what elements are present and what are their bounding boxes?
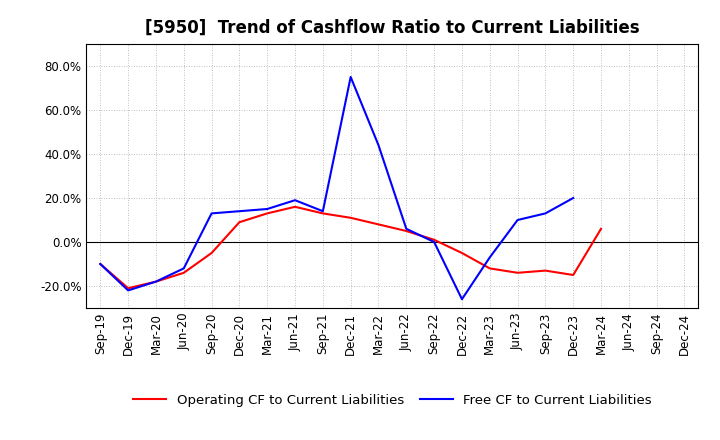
Free CF to Current Liabilities — [374, 143, 383, 148]
Free CF to Current Liabilities — [263, 206, 271, 212]
Operating CF to Current Liabilities — [374, 222, 383, 227]
Free CF to Current Liabilities — [96, 261, 104, 267]
Free CF to Current Liabilities — [291, 198, 300, 203]
Operating CF to Current Liabilities — [318, 211, 327, 216]
Operating CF to Current Liabilities — [291, 204, 300, 209]
Free CF to Current Liabilities — [207, 211, 216, 216]
Operating CF to Current Liabilities — [124, 286, 132, 291]
Operating CF to Current Liabilities — [541, 268, 550, 273]
Free CF to Current Liabilities — [124, 288, 132, 293]
Legend: Operating CF to Current Liabilities, Free CF to Current Liabilities: Operating CF to Current Liabilities, Fre… — [127, 389, 657, 412]
Operating CF to Current Liabilities — [207, 250, 216, 256]
Line: Free CF to Current Liabilities: Free CF to Current Liabilities — [100, 77, 573, 299]
Free CF to Current Liabilities — [346, 74, 355, 80]
Operating CF to Current Liabilities — [569, 272, 577, 278]
Free CF to Current Liabilities — [318, 209, 327, 214]
Operating CF to Current Liabilities — [263, 211, 271, 216]
Operating CF to Current Liabilities — [597, 226, 606, 231]
Free CF to Current Liabilities — [569, 195, 577, 201]
Operating CF to Current Liabilities — [179, 270, 188, 275]
Operating CF to Current Liabilities — [235, 220, 243, 225]
Operating CF to Current Liabilities — [485, 266, 494, 271]
Free CF to Current Liabilities — [513, 217, 522, 223]
Free CF to Current Liabilities — [458, 297, 467, 302]
Free CF to Current Liabilities — [152, 279, 161, 284]
Operating CF to Current Liabilities — [96, 261, 104, 267]
Operating CF to Current Liabilities — [152, 279, 161, 284]
Operating CF to Current Liabilities — [402, 228, 410, 234]
Free CF to Current Liabilities — [179, 266, 188, 271]
Free CF to Current Liabilities — [235, 209, 243, 214]
Free CF to Current Liabilities — [541, 211, 550, 216]
Line: Operating CF to Current Liabilities: Operating CF to Current Liabilities — [100, 207, 601, 288]
Free CF to Current Liabilities — [402, 226, 410, 231]
Free CF to Current Liabilities — [485, 255, 494, 260]
Operating CF to Current Liabilities — [458, 250, 467, 256]
Operating CF to Current Liabilities — [513, 270, 522, 275]
Free CF to Current Liabilities — [430, 239, 438, 245]
Operating CF to Current Liabilities — [346, 215, 355, 220]
Title: [5950]  Trend of Cashflow Ratio to Current Liabilities: [5950] Trend of Cashflow Ratio to Curren… — [145, 19, 639, 37]
Operating CF to Current Liabilities — [430, 237, 438, 242]
